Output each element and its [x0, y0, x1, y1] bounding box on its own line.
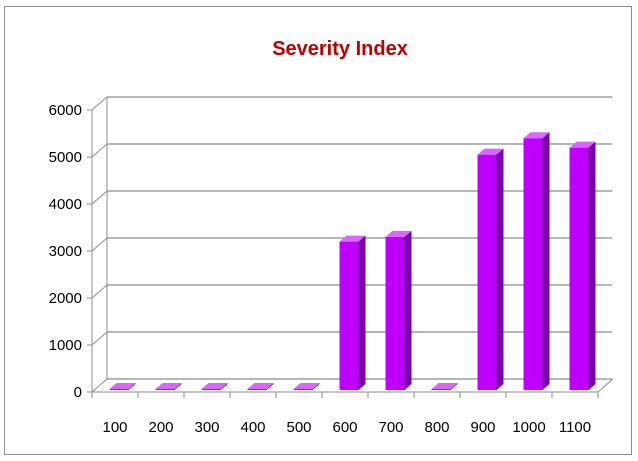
gridline-connector: [91, 284, 108, 299]
y-tick-label: 2000: [49, 290, 82, 307]
x-tick-label: 100: [102, 419, 127, 436]
x-tick-label: 200: [148, 419, 173, 436]
bar-front: [385, 236, 405, 390]
bar-side: [220, 383, 228, 390]
bar: [385, 230, 412, 390]
bar-top: [155, 383, 182, 389]
x-tick-label: 1000: [512, 419, 545, 436]
x-tick-label: 300: [194, 419, 219, 436]
y-tick-label: 3000: [49, 243, 82, 260]
y-tick-label: 1000: [49, 337, 82, 354]
chart-title: Severity Index: [272, 38, 408, 60]
x-tick-label: 900: [470, 419, 495, 436]
bar-front: [247, 389, 267, 390]
bar-side: [358, 235, 366, 390]
floor-edge: [597, 378, 614, 393]
x-tick-label: 600: [332, 419, 357, 436]
y-tick-label: 6000: [49, 102, 82, 119]
y-axis-ticks: 0 1000 2000 3000 4000 5000 6000: [49, 102, 82, 401]
gridline-connector: [91, 143, 108, 158]
bar: [201, 383, 228, 390]
bar-front: [569, 147, 589, 390]
bars: [109, 132, 596, 390]
bar-front: [155, 389, 175, 390]
gridline-connector: [91, 237, 108, 252]
x-tick-label: 700: [378, 419, 403, 436]
y-tick-label: 0: [74, 384, 82, 401]
bar-top: [477, 148, 504, 155]
gridline-connector: [91, 378, 108, 393]
bar: [569, 141, 596, 390]
bar-front: [201, 389, 221, 390]
bar: [109, 383, 136, 390]
bar-front: [523, 138, 543, 390]
bar: [431, 383, 458, 390]
bar-side: [404, 230, 412, 390]
bar-top: [569, 141, 596, 148]
gridline-connector: [91, 331, 108, 346]
bar-side: [542, 132, 550, 390]
bar-front: [339, 241, 359, 390]
x-tick-label: 800: [424, 419, 449, 436]
bar: [155, 383, 182, 390]
bar: [293, 383, 320, 390]
x-tick-label: 400: [240, 419, 265, 436]
bar-side: [496, 148, 504, 390]
bar-top: [293, 383, 320, 389]
bar-side: [174, 383, 182, 390]
x-axis-ticks: 100 200 300 400 500 600 700 800 900 1000 1100: [102, 419, 591, 436]
bar-top: [385, 230, 412, 237]
bar-side: [128, 383, 136, 390]
bar-side: [266, 383, 274, 390]
x-tick-label: 500: [286, 419, 311, 436]
x-tick-label: 1100: [559, 419, 591, 436]
gridline-connector: [91, 96, 108, 111]
bar-front: [477, 154, 497, 390]
bar: [477, 148, 504, 390]
y-tick-label: 4000: [49, 196, 82, 213]
bar-front: [431, 389, 451, 390]
bar-top: [523, 132, 550, 139]
bar-side: [588, 141, 596, 390]
bar-side: [312, 383, 320, 390]
bar-top: [339, 235, 366, 242]
bar-top: [247, 383, 274, 389]
y-tick-label: 5000: [49, 149, 82, 166]
bar-front: [109, 389, 129, 390]
bar: [247, 383, 274, 390]
bar-front: [293, 389, 313, 390]
gridline-connector: [91, 190, 108, 205]
bar-top: [201, 383, 228, 389]
bar-top: [431, 383, 458, 389]
bar-top: [109, 383, 136, 389]
bar-side: [450, 383, 458, 390]
bar: [339, 235, 366, 390]
bar: [523, 132, 550, 390]
